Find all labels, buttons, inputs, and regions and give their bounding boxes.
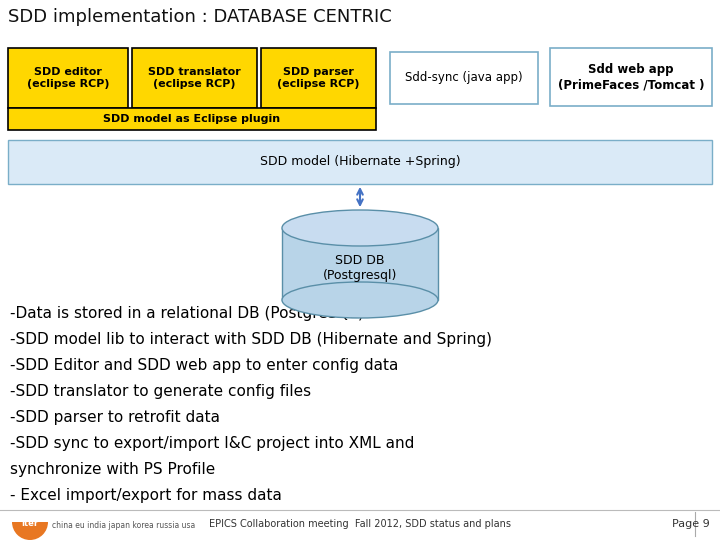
Text: EPICS Collaboration meeting  Fall 2012, SDD status and plans: EPICS Collaboration meeting Fall 2012, S…	[209, 519, 511, 529]
Text: SDD implementation : DATABASE CENTRIC: SDD implementation : DATABASE CENTRIC	[8, 8, 392, 26]
Text: -SDD translator to generate config files: -SDD translator to generate config files	[10, 384, 311, 399]
Text: iter: iter	[22, 519, 39, 529]
Ellipse shape	[282, 210, 438, 246]
Ellipse shape	[282, 282, 438, 318]
Text: -SDD parser to retrofit data: -SDD parser to retrofit data	[10, 410, 220, 425]
Text: - Excel import/export for mass data: - Excel import/export for mass data	[10, 488, 282, 503]
FancyBboxPatch shape	[8, 140, 712, 184]
FancyBboxPatch shape	[390, 52, 538, 104]
Text: -SDD sync to export/import I&C project into XML and: -SDD sync to export/import I&C project i…	[10, 436, 415, 451]
Wedge shape	[12, 522, 48, 540]
Text: SDD editor
(eclipse RCP): SDD editor (eclipse RCP)	[27, 67, 109, 89]
FancyBboxPatch shape	[8, 48, 128, 108]
Text: Sdd web app
(PrimeFaces /Tomcat ): Sdd web app (PrimeFaces /Tomcat )	[558, 63, 704, 91]
Text: china eu india japan korea russia usa: china eu india japan korea russia usa	[52, 522, 195, 530]
FancyBboxPatch shape	[261, 48, 376, 108]
FancyBboxPatch shape	[132, 48, 257, 108]
Text: -SDD model lib to interact with SDD DB (Hibernate and Spring): -SDD model lib to interact with SDD DB (…	[10, 332, 492, 347]
Text: SDD model as Eclipse plugin: SDD model as Eclipse plugin	[104, 114, 281, 124]
Text: -Data is stored in a relational DB (PostgreSQL): -Data is stored in a relational DB (Post…	[10, 306, 364, 321]
FancyBboxPatch shape	[282, 228, 438, 300]
Text: SDD parser
(eclipse RCP): SDD parser (eclipse RCP)	[277, 67, 360, 89]
Text: -SDD Editor and SDD web app to enter config data: -SDD Editor and SDD web app to enter con…	[10, 358, 398, 373]
Text: Page 9: Page 9	[672, 519, 710, 529]
Text: Sdd-sync (java app): Sdd-sync (java app)	[405, 71, 523, 84]
Text: SDD DB
(Postgresql): SDD DB (Postgresql)	[323, 254, 397, 282]
Text: SDD model (Hibernate +Spring): SDD model (Hibernate +Spring)	[260, 156, 460, 168]
FancyBboxPatch shape	[8, 108, 376, 130]
FancyBboxPatch shape	[550, 48, 712, 106]
Text: SDD translator
(eclipse RCP): SDD translator (eclipse RCP)	[148, 67, 241, 89]
Text: synchronize with PS Profile: synchronize with PS Profile	[10, 462, 215, 477]
